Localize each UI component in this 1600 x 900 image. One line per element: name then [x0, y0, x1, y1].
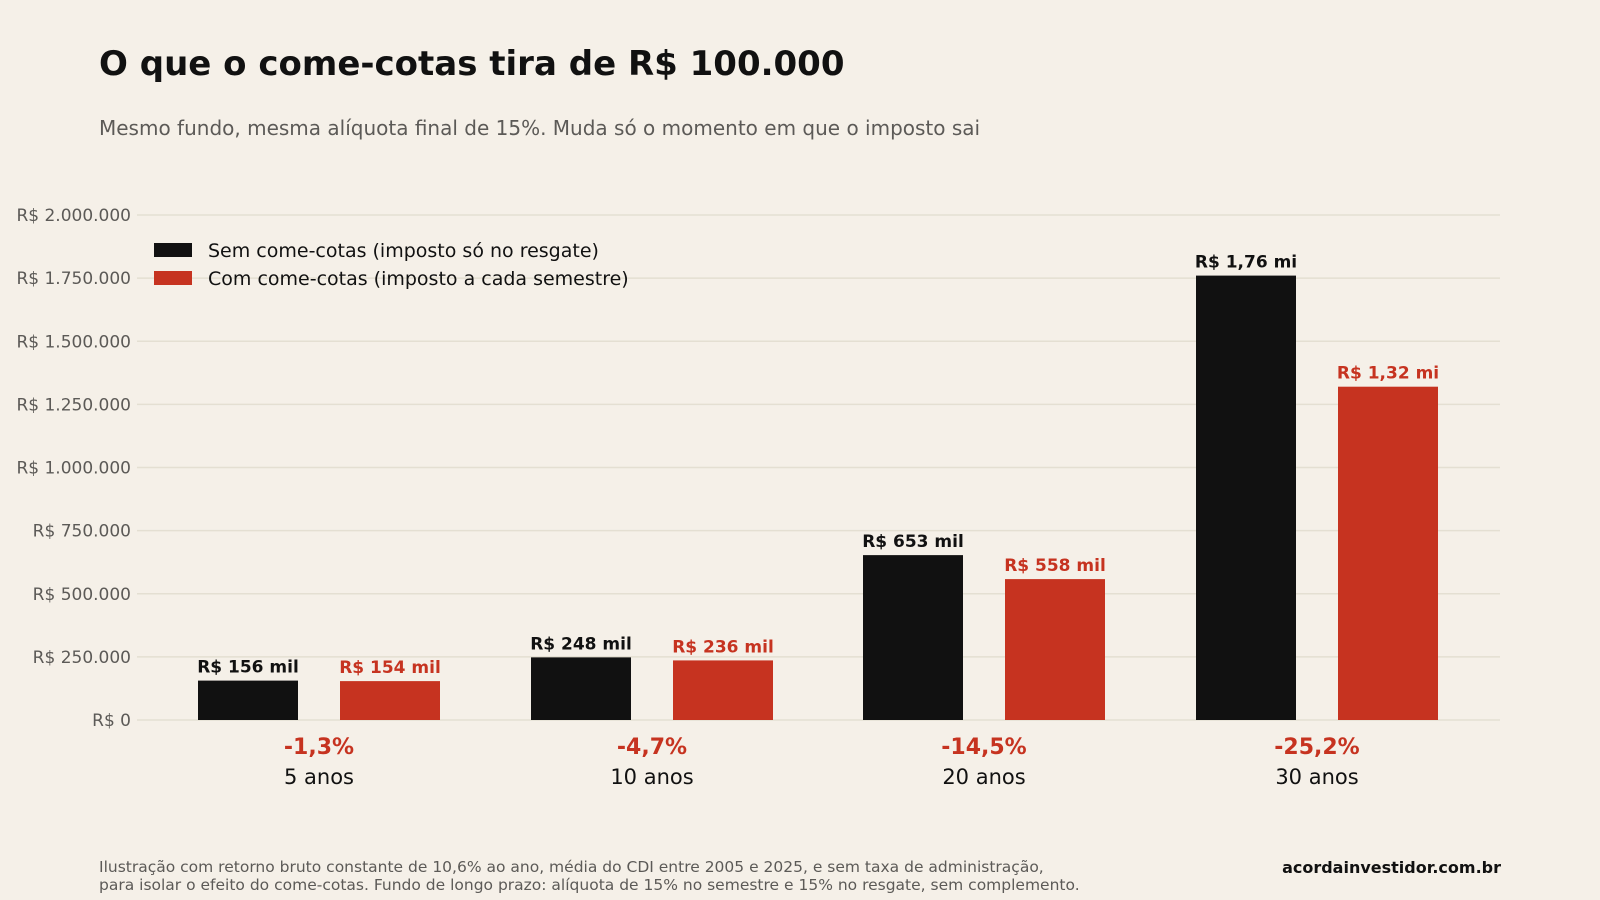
data-label: R$ 1,32 mi [1337, 364, 1439, 384]
y-tick-label: R$ 500.000 [33, 585, 131, 605]
x-tick-label: 10 anos [610, 765, 693, 789]
y-tick-label: R$ 750.000 [33, 522, 131, 542]
source-credit: acordainvestidor.com.br [1282, 858, 1501, 877]
chart-subtitle: Mesmo fundo, mesma alíquota final de 15%… [99, 116, 981, 140]
difference-label: -1,3% [284, 735, 354, 760]
y-tick-label: R$ 1.750.000 [16, 269, 131, 289]
footnote-line-1: Ilustração com retorno bruto constante d… [99, 858, 1044, 876]
difference-label: -25,2% [1274, 735, 1359, 760]
data-label: R$ 248 mil [530, 634, 632, 654]
footnote-line-2: para isolar o efeito do come-cotas. Fund… [99, 876, 1080, 894]
data-label: R$ 156 mil [197, 658, 299, 678]
chart-title: O que o come-cotas tira de R$ 100.000 [99, 44, 845, 84]
bar [1005, 579, 1105, 720]
y-tick-label: R$ 250.000 [33, 648, 131, 668]
data-label: R$ 1,76 mi [1195, 253, 1297, 273]
bar [531, 657, 631, 720]
bar [1196, 275, 1296, 720]
bar-chart: R$ 0 R$ 250.000 R$ 500.000 R$ 750.000 R$ 1.0… [16, 206, 1500, 789]
data-label: R$ 558 mil [1004, 556, 1106, 576]
y-tick-label: R$ 1.000.000 [16, 459, 131, 479]
footnote: Ilustração com retorno bruto constante d… [99, 858, 1080, 894]
bar [673, 660, 773, 720]
y-tick-label: R$ 1.250.000 [16, 395, 131, 415]
data-label: R$ 236 mil [672, 637, 774, 657]
x-tick-label: 30 anos [1275, 765, 1358, 789]
bar [863, 555, 963, 720]
legend-label: Sem come-cotas (imposto só no resgate) [208, 240, 599, 262]
y-tick-label: R$ 0 [92, 711, 131, 731]
bar [198, 680, 298, 720]
bar [340, 681, 440, 720]
bar [1338, 386, 1438, 720]
legend-label: Com come-cotas (imposto a cada semestre) [208, 268, 629, 290]
legend-swatch [154, 243, 192, 257]
difference-label: -14,5% [941, 735, 1026, 760]
difference-label: -4,7% [617, 735, 687, 760]
legend-swatch [154, 271, 192, 285]
x-tick-label: 5 anos [284, 765, 354, 789]
y-tick-label: R$ 1.500.000 [16, 332, 131, 352]
x-tick-label: 20 anos [942, 765, 1025, 789]
data-label: R$ 154 mil [339, 658, 441, 678]
y-tick-label: R$ 2.000.000 [16, 206, 131, 226]
data-label: R$ 653 mil [862, 532, 964, 552]
